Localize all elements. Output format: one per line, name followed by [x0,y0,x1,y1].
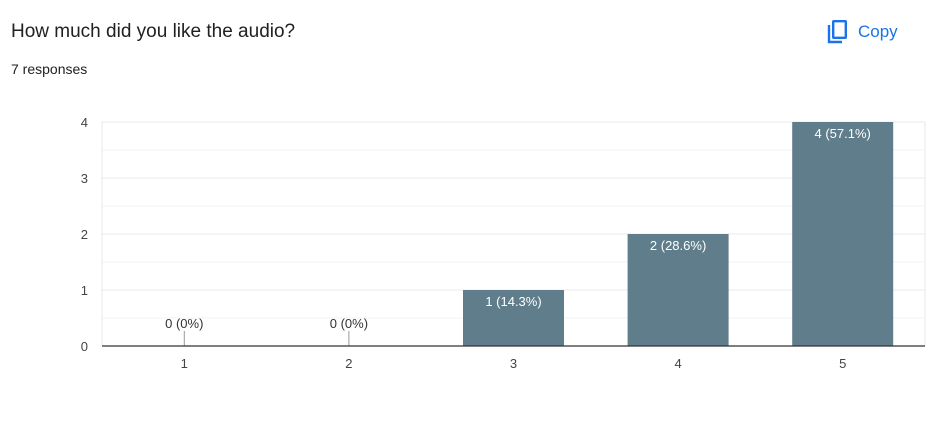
copy-button[interactable]: Copy [818,13,906,51]
copy-label: Copy [858,22,898,41]
y-tick-label: 0 [81,339,88,354]
x-tick-label: 4 [674,356,681,371]
data-label: 4 (57.1%) [815,126,871,141]
y-tick-label: 1 [81,283,88,298]
bar[interactable] [627,234,729,346]
bar[interactable] [463,290,564,346]
data-label: 0 (0%) [165,316,203,331]
x-tick-label: 3 [510,356,517,371]
y-tick-label: 4 [81,115,88,130]
x-tick-label: 5 [839,356,846,371]
response-count: 7 responses [11,61,88,77]
gridlines [101,121,926,346]
data-labels: 0 (0%) 0 (0%) 1 (14.3%) 2 (28.6%) 4 (57.1%) [102,126,925,347]
x-tick-label: 1 [181,356,188,371]
x-tick-label: 2 [345,356,352,371]
bar-chart: 0 1 2 3 4 1 2 3 4 5 0 (0%) 0 (0%) 1 (14.3%) 2 (28.6%… [81,115,926,371]
tick-labels: 0 1 2 3 4 1 2 3 4 5 [81,115,847,371]
question-title: How much did you like the audio? [11,21,296,42]
bars [183,122,894,346]
data-label: 2 (28.6%) [650,238,706,253]
y-tick-label: 2 [81,227,88,242]
copy-icon [826,19,848,45]
data-label: 1 (14.3%) [485,294,541,309]
y-tick-label: 3 [81,171,88,186]
bar[interactable] [792,122,894,346]
data-label: 0 (0%) [330,316,368,331]
